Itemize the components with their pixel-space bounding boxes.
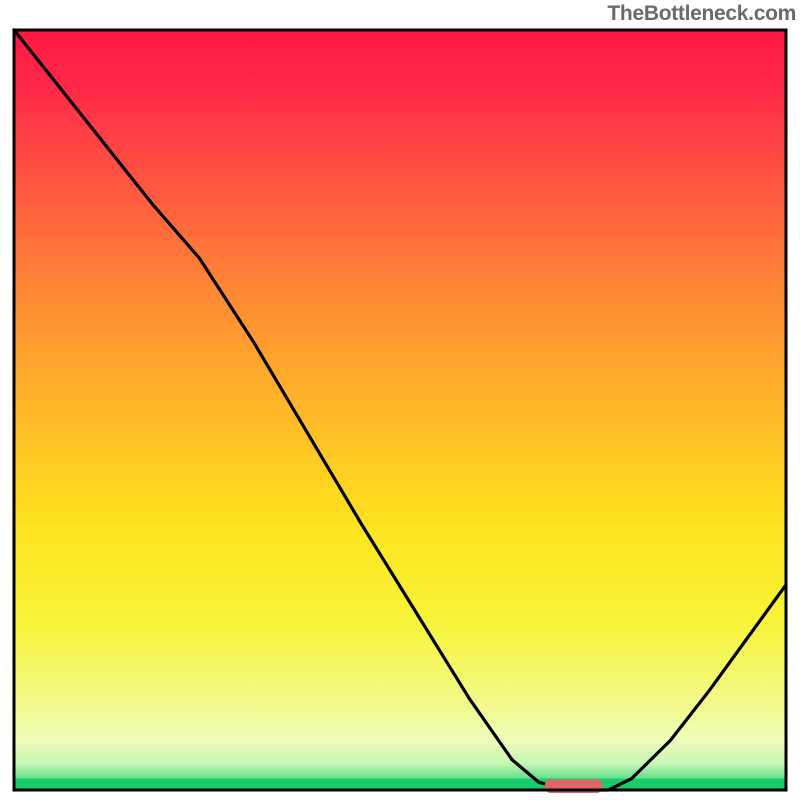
watermark-text: TheBottleneck.com [607,2,796,25]
chart-background [14,30,786,790]
green-strip [14,779,786,790]
watermark: TheBottleneck.com [607,2,796,26]
